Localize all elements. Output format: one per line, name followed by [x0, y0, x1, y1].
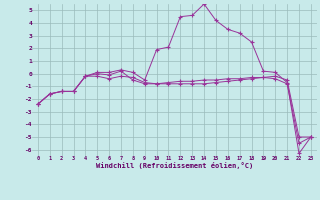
X-axis label: Windchill (Refroidissement éolien,°C): Windchill (Refroidissement éolien,°C) [96, 162, 253, 169]
